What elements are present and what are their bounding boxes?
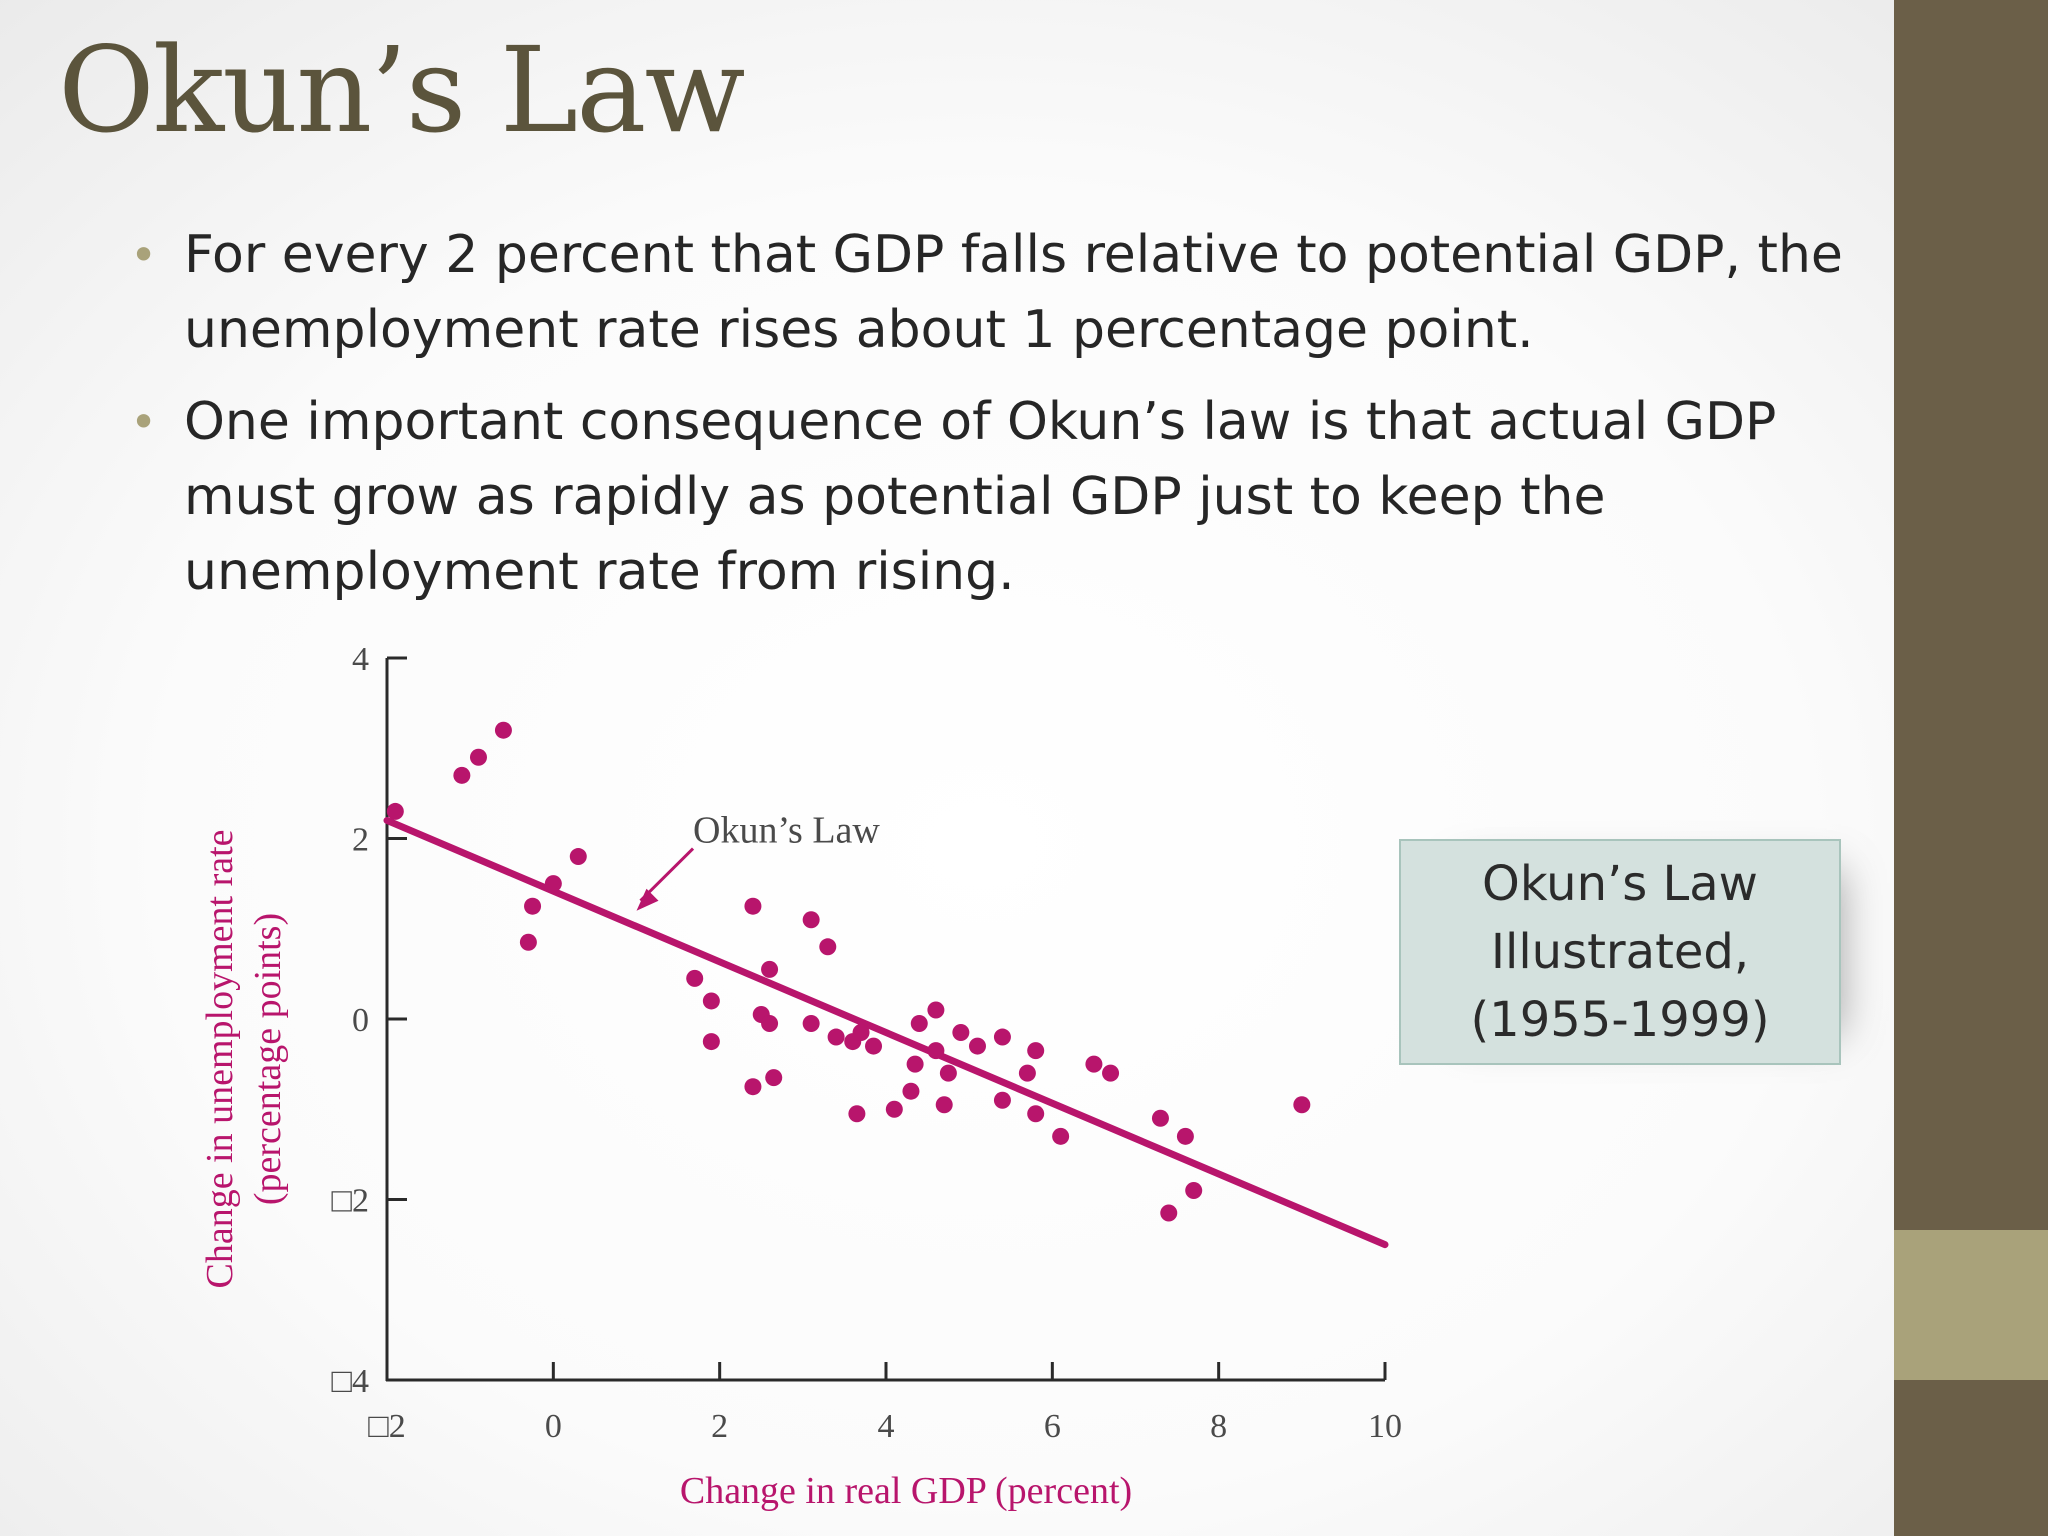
data-point bbox=[744, 1078, 762, 1096]
data-point bbox=[761, 960, 779, 978]
data-point bbox=[819, 938, 837, 956]
data-point bbox=[1027, 1042, 1045, 1060]
okuns-law-scatter-chart: □4 □2 0 2 4 □2 0 2 4 6 8 10 Change in real GDP (perc… bbox=[199, 641, 1402, 1512]
bullet-dot-icon: • bbox=[130, 395, 158, 449]
x-tick-label: 0 bbox=[545, 1408, 562, 1445]
data-point bbox=[494, 721, 512, 739]
x-tick-label: □2 bbox=[368, 1408, 406, 1445]
x-axis-label: Change in real GDP (percent) bbox=[680, 1470, 1132, 1512]
data-point bbox=[827, 1028, 845, 1046]
data-point bbox=[802, 911, 820, 929]
data-point bbox=[519, 933, 537, 951]
y-tick-label: 4 bbox=[352, 641, 369, 678]
data-point bbox=[1160, 1204, 1178, 1222]
data-point bbox=[386, 802, 404, 820]
data-point bbox=[1018, 1064, 1036, 1082]
y-tick-label: □2 bbox=[331, 1183, 369, 1220]
data-point bbox=[761, 1015, 779, 1033]
okuns-law-fit-line bbox=[383, 816, 1389, 1249]
data-point bbox=[927, 1001, 945, 1019]
data-point bbox=[910, 1015, 928, 1033]
data-point bbox=[1293, 1096, 1311, 1114]
data-point bbox=[1176, 1127, 1194, 1145]
data-point bbox=[902, 1082, 920, 1100]
y-tick-label: 2 bbox=[352, 822, 369, 859]
annotation-arrow-head-icon bbox=[636, 888, 659, 911]
y-axis-label-units: (percentage points) bbox=[247, 913, 289, 1205]
data-point bbox=[524, 897, 542, 915]
bullet-text: For every 2 percent that GDP falls relat… bbox=[184, 225, 1843, 360]
data-point bbox=[1027, 1105, 1045, 1123]
data-point bbox=[1085, 1055, 1103, 1073]
bullet-text: One important consequence of Okun’s law … bbox=[184, 392, 1777, 602]
y-tick-label: □4 bbox=[331, 1363, 369, 1400]
y-tick-label: 0 bbox=[352, 1002, 369, 1039]
data-point bbox=[1102, 1064, 1120, 1082]
bullet-list: • For every 2 percent that GDP falls rel… bbox=[130, 218, 1880, 627]
data-point bbox=[865, 1037, 883, 1055]
data-point bbox=[1185, 1181, 1203, 1199]
data-point bbox=[702, 1033, 720, 1051]
x-tick-label: 6 bbox=[1044, 1408, 1061, 1445]
bullet-dot-icon: • bbox=[130, 228, 158, 282]
callout-box: Okun’s Law Illustrated, (1955-1999) bbox=[1399, 839, 1841, 1065]
data-point bbox=[453, 766, 471, 784]
data-point bbox=[544, 875, 562, 893]
data-point bbox=[906, 1055, 924, 1073]
y-axis-label: Change in unemployment rate bbox=[199, 829, 241, 1288]
data-point bbox=[885, 1100, 903, 1118]
data-point bbox=[1151, 1109, 1169, 1127]
slide-title: Okun’s Law bbox=[58, 21, 746, 159]
x-tick-label: 4 bbox=[878, 1408, 895, 1445]
sidebar-accent bbox=[1894, 1230, 2048, 1380]
fit-line-annotation-label: Okun’s Law bbox=[693, 810, 880, 852]
data-point bbox=[1052, 1127, 1070, 1145]
callout-line: Illustrated, bbox=[1490, 924, 1750, 980]
x-tick-label: 8 bbox=[1210, 1408, 1227, 1445]
data-point bbox=[852, 1024, 870, 1042]
data-point bbox=[968, 1037, 986, 1055]
data-point bbox=[569, 848, 587, 866]
data-point bbox=[993, 1091, 1011, 1109]
data-point bbox=[952, 1024, 970, 1042]
data-point bbox=[744, 897, 762, 915]
data-point bbox=[927, 1042, 945, 1060]
x-tick-label: 10 bbox=[1368, 1408, 1402, 1445]
data-point bbox=[935, 1096, 953, 1114]
data-point bbox=[939, 1064, 957, 1082]
callout-line: Okun’s Law bbox=[1482, 856, 1758, 912]
data-point bbox=[686, 969, 704, 987]
data-point bbox=[848, 1105, 866, 1123]
data-point bbox=[765, 1069, 783, 1087]
callout-line: (1955-1999) bbox=[1470, 992, 1770, 1048]
bullet-item: • One important consequence of Okun’s la… bbox=[130, 385, 1880, 610]
x-tick-label: 2 bbox=[711, 1408, 728, 1445]
data-point bbox=[702, 992, 720, 1010]
data-point bbox=[802, 1015, 820, 1033]
data-point bbox=[993, 1028, 1011, 1046]
data-point bbox=[469, 748, 487, 766]
bullet-item: • For every 2 percent that GDP falls rel… bbox=[130, 218, 1880, 368]
